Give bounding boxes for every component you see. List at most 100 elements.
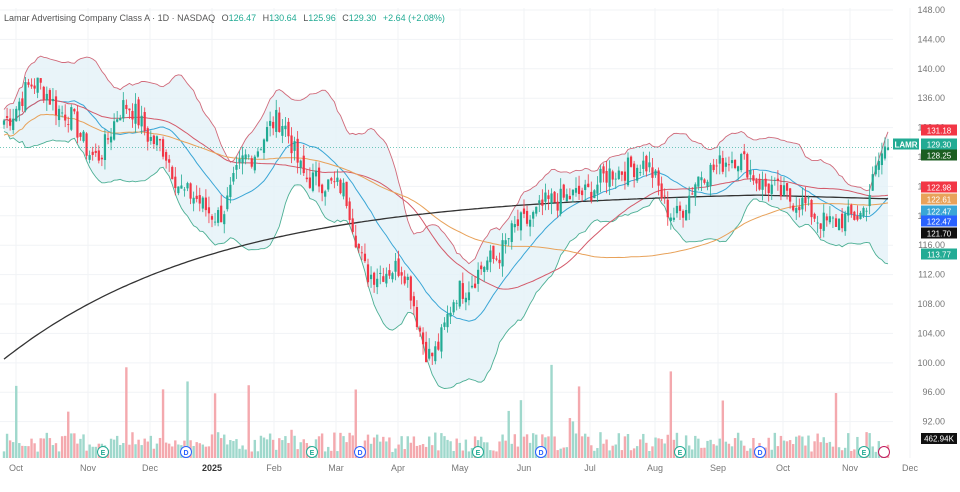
volume-bar <box>293 435 296 458</box>
volume-bar <box>528 442 532 458</box>
candle-body <box>486 260 489 270</box>
moving-average-100 <box>3 113 889 259</box>
volume-bar <box>611 445 614 458</box>
volume-bar <box>614 444 617 458</box>
candle-body <box>828 216 831 223</box>
volume-bar <box>865 432 868 458</box>
volume-bar <box>788 440 792 458</box>
candle-body <box>712 164 715 171</box>
y-tick-label: 108.00 <box>917 299 945 309</box>
volume-bar <box>706 440 709 458</box>
price-badge <box>921 138 957 150</box>
volume-bar <box>60 436 64 458</box>
volume-bar <box>424 446 428 458</box>
volume-bar <box>223 434 226 458</box>
volume-bar <box>645 442 648 458</box>
moving-average-20 <box>3 99 889 322</box>
candle-body <box>296 138 299 163</box>
x-tick-label: 2025 <box>202 463 222 473</box>
candle-body <box>366 264 370 283</box>
x-tick-label: Feb <box>266 463 282 473</box>
candle-body <box>327 179 330 190</box>
dividend-icon <box>535 446 547 458</box>
volume-bar <box>119 444 122 458</box>
split-event-icon <box>878 446 890 458</box>
volume-bar <box>495 451 498 458</box>
candle-body <box>834 218 838 227</box>
dividend-icon <box>754 446 766 458</box>
x-tick-label: May <box>451 463 469 473</box>
candle-body <box>495 258 498 260</box>
volume-bar <box>635 446 639 458</box>
volume-bar <box>76 443 79 458</box>
candle-body <box>24 82 27 111</box>
volume-bar <box>577 386 581 458</box>
candle-body <box>440 327 443 352</box>
volume-bar <box>229 440 232 458</box>
open-label: O <box>221 13 229 23</box>
candle-body <box>755 179 758 184</box>
candle-body <box>525 210 529 224</box>
volume-bar <box>317 436 321 458</box>
candle-body <box>559 188 562 214</box>
candle-body <box>706 181 709 187</box>
volume-bar <box>91 446 94 458</box>
candle-body <box>810 199 813 218</box>
volume-bar <box>623 436 627 458</box>
volume-bar <box>140 445 143 458</box>
volume-bar <box>327 446 330 458</box>
volume-bar <box>593 450 596 458</box>
volume-bar <box>33 443 36 458</box>
volume-bar <box>559 448 562 458</box>
candle-body <box>850 204 853 214</box>
price-badge-label: 122.47 <box>927 208 952 217</box>
close-label: C <box>342 13 349 23</box>
candle-body <box>492 245 495 259</box>
volume-bar <box>171 446 174 458</box>
volume-bar <box>743 445 746 458</box>
x-tick-label: Nov <box>842 463 859 473</box>
volume-bar <box>164 442 168 458</box>
volume-bar <box>412 436 416 458</box>
price-badge-label: 128.25 <box>927 152 952 161</box>
volume-bar <box>219 438 223 458</box>
volume-bar <box>250 451 253 458</box>
volume-bar <box>831 446 835 458</box>
candle-body <box>513 224 516 228</box>
volume-bar <box>850 450 853 458</box>
volume-bar <box>85 450 88 458</box>
candle-body <box>330 178 333 181</box>
candle-body <box>158 138 162 141</box>
volume-bar <box>700 447 703 458</box>
candle-body <box>281 126 284 136</box>
price-badge-label: 122.98 <box>927 184 952 193</box>
candle-body <box>516 219 519 226</box>
candle-body <box>67 124 70 125</box>
volume-bar <box>302 439 305 458</box>
candle-body <box>550 193 553 204</box>
price-badge <box>921 215 957 227</box>
candle-body <box>428 348 431 359</box>
volume-bar <box>825 442 829 458</box>
volume-bar <box>177 444 180 458</box>
candle-body <box>504 240 507 245</box>
candle-body <box>519 212 523 231</box>
candle-body <box>201 197 204 209</box>
candle-body <box>103 134 107 161</box>
instrument-title: Lamar Advertising Company Class A · 1D ·… <box>4 13 216 23</box>
volume-bar <box>5 433 9 458</box>
volume-bar <box>715 445 718 458</box>
candle-body <box>507 238 510 240</box>
candle-body <box>342 182 345 197</box>
candle-body <box>590 191 593 201</box>
price-badge-label: 113.77 <box>927 251 951 260</box>
x-tick-label: Jul <box>584 463 596 473</box>
event-marker-label: E <box>678 450 683 457</box>
candle-body <box>581 190 584 196</box>
price-badge-label: 121.70 <box>927 230 952 239</box>
volume-bar <box>583 433 587 458</box>
candle-body <box>48 90 51 105</box>
candle-body <box>785 183 789 191</box>
volume-bar <box>271 439 275 458</box>
